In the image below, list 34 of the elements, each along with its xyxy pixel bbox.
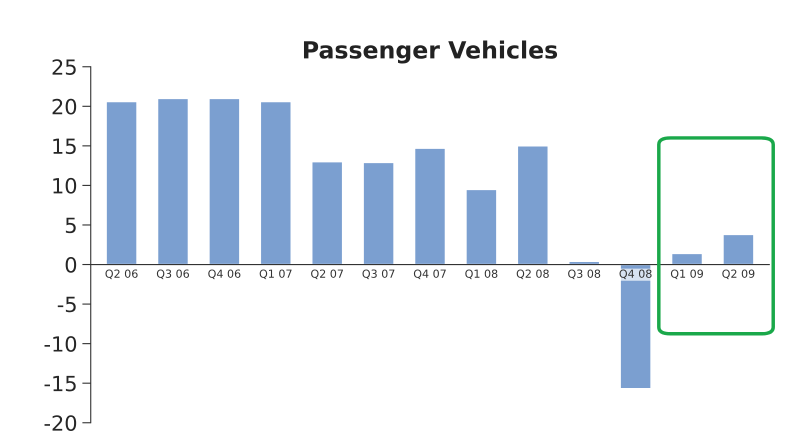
x-tick-label: Q1 09 — [670, 269, 703, 280]
y-tick-label: 25 — [52, 59, 76, 75]
x-tick-label: Q4 07 — [414, 269, 446, 280]
x-tick-label: Q4 06 — [208, 269, 240, 280]
bar — [516, 145, 549, 266]
x-tick-label: Q2 06 — [105, 269, 138, 280]
y-tick-label: -20 — [44, 415, 76, 431]
x-tick-label: Q2 09 — [722, 269, 754, 280]
x-tick-label: Q1 07 — [260, 269, 292, 280]
y-tick-label: -10 — [44, 336, 76, 352]
x-tick-label: Q1 08 — [465, 269, 498, 280]
y-tick-label: -15 — [44, 376, 76, 392]
x-tick-label: Q3 08 — [568, 269, 600, 280]
x-tick-label: Q3 07 — [362, 269, 394, 280]
chart-title: Passenger Vehicles — [304, 40, 558, 64]
y-tick-label: 0 — [66, 256, 76, 273]
bar — [362, 162, 395, 266]
bar — [722, 234, 755, 266]
y-tick-label: 15 — [53, 138, 76, 154]
bar — [105, 100, 138, 266]
bar — [208, 98, 241, 266]
y-tick-label: 20 — [52, 98, 76, 115]
x-tick-label: Q2 08 — [516, 269, 549, 280]
x-tick-label: Q2 07 — [311, 269, 343, 280]
y-tick-label: -5 — [58, 296, 76, 312]
y-tick-label: 5 — [66, 218, 76, 234]
bar — [311, 160, 344, 266]
x-tick-label: Q3 06 — [156, 269, 190, 280]
x-tick-label: Q4 08 — [620, 269, 652, 280]
y-tick-label: 10 — [53, 178, 76, 194]
bar — [260, 100, 292, 266]
bar — [465, 188, 498, 266]
bar — [156, 98, 190, 266]
bar — [414, 148, 446, 266]
